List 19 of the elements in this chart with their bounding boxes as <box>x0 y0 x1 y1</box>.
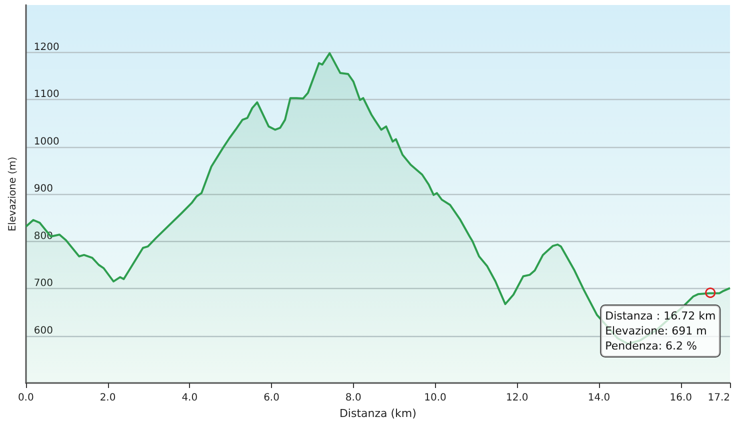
x-tick-label: 6.0 <box>264 392 280 404</box>
x-tick-label: 4.0 <box>182 392 198 404</box>
y-tick-label: 1000 <box>34 136 60 148</box>
x-tick-label: 2.0 <box>100 392 116 404</box>
x-tick-label: 17.2 <box>708 392 730 404</box>
x-tick-label: 16.0 <box>670 392 692 404</box>
x-tick-label: 0.0 <box>18 392 34 404</box>
x-tick-label: 14.0 <box>588 392 610 404</box>
y-axis-title: Elevazione (m) <box>8 156 18 232</box>
x-tick-label: 10.0 <box>424 392 446 404</box>
x-axis-title: Distanza (km) <box>339 406 416 420</box>
y-tick-label: 700 <box>34 278 53 289</box>
x-tick-label: 8.0 <box>345 392 362 404</box>
y-tick-label: 1200 <box>34 42 60 53</box>
x-tick-label: 12.0 <box>506 392 528 404</box>
annotation: Distanza : 16.72 km Elevazione: 691 m Pendenza: 6.2 % <box>605 310 716 353</box>
y-tick-label: 600 <box>34 325 53 336</box>
y-tick-label: 900 <box>34 184 53 194</box>
y-tick-label: 1100 <box>34 89 60 100</box>
